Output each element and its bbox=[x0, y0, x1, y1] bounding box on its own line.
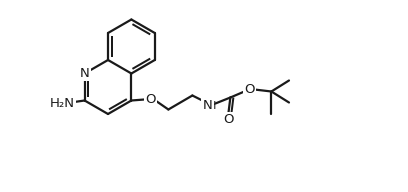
Text: N: N bbox=[80, 67, 89, 80]
Text: H: H bbox=[208, 100, 217, 111]
Text: O: O bbox=[244, 83, 255, 96]
Text: N: N bbox=[202, 99, 212, 112]
Text: O: O bbox=[223, 113, 234, 126]
Text: H₂N: H₂N bbox=[50, 97, 75, 110]
Text: O: O bbox=[145, 93, 155, 106]
